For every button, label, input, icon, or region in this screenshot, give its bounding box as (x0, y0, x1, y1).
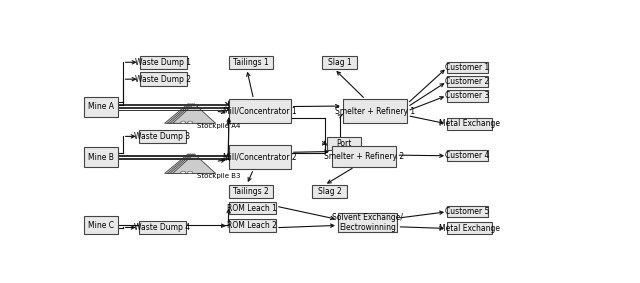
FancyBboxPatch shape (447, 206, 488, 217)
Text: Solvent Exchange/
Electrowinning: Solvent Exchange/ Electrowinning (332, 213, 403, 232)
Text: Waste Dump 2: Waste Dump 2 (135, 75, 191, 84)
FancyBboxPatch shape (229, 219, 276, 232)
Text: ROM Leach 1: ROM Leach 1 (227, 203, 277, 213)
Text: Customer 1: Customer 1 (445, 63, 490, 72)
FancyBboxPatch shape (312, 185, 347, 198)
Text: Customer 2: Customer 2 (445, 77, 490, 86)
FancyBboxPatch shape (327, 137, 361, 150)
FancyBboxPatch shape (140, 72, 187, 86)
Text: Port: Port (336, 139, 351, 148)
FancyBboxPatch shape (229, 99, 291, 123)
Text: Mill/Concentrator 2: Mill/Concentrator 2 (223, 153, 296, 162)
Text: Stockpile A4: Stockpile A4 (197, 123, 241, 129)
FancyBboxPatch shape (229, 56, 273, 69)
Circle shape (188, 171, 193, 173)
Text: Tailings 1: Tailings 1 (233, 58, 269, 67)
Text: Customer 3: Customer 3 (445, 91, 490, 100)
FancyBboxPatch shape (332, 145, 396, 167)
Text: Waste Dump 3: Waste Dump 3 (134, 132, 190, 141)
Text: Mill/Concentrator 1: Mill/Concentrator 1 (223, 107, 296, 116)
FancyBboxPatch shape (140, 56, 187, 69)
Text: Customer 5: Customer 5 (445, 207, 490, 216)
Polygon shape (170, 104, 214, 123)
Circle shape (180, 121, 186, 123)
Text: Slag 2: Slag 2 (317, 187, 341, 196)
Text: Mine C: Mine C (88, 221, 114, 230)
Text: ROM Leach 2: ROM Leach 2 (227, 221, 277, 230)
Text: Waste Dump 1: Waste Dump 1 (135, 58, 191, 67)
FancyBboxPatch shape (229, 145, 291, 169)
Text: Smelter + Refinery 1: Smelter + Refinery 1 (335, 107, 415, 116)
FancyBboxPatch shape (447, 118, 492, 130)
FancyBboxPatch shape (447, 76, 488, 87)
Text: Smelter + Refinery 2: Smelter + Refinery 2 (324, 152, 404, 161)
Polygon shape (170, 154, 214, 173)
Polygon shape (164, 104, 212, 123)
Text: Customer 4: Customer 4 (445, 151, 490, 160)
FancyBboxPatch shape (447, 62, 488, 73)
Text: Tailings 2: Tailings 2 (233, 187, 269, 196)
FancyBboxPatch shape (229, 202, 276, 215)
Text: Metal Exchange: Metal Exchange (439, 224, 500, 233)
Polygon shape (164, 154, 212, 173)
Text: Metal Exchange: Metal Exchange (439, 119, 500, 128)
FancyBboxPatch shape (447, 150, 488, 161)
Text: Waste Dump 4: Waste Dump 4 (134, 223, 190, 232)
FancyBboxPatch shape (229, 185, 273, 198)
Polygon shape (167, 154, 213, 173)
FancyBboxPatch shape (84, 147, 118, 167)
Circle shape (188, 121, 193, 123)
FancyBboxPatch shape (447, 222, 492, 234)
FancyBboxPatch shape (138, 130, 186, 143)
FancyBboxPatch shape (84, 97, 118, 117)
FancyBboxPatch shape (84, 216, 118, 234)
Polygon shape (173, 154, 216, 173)
Text: Slag 1: Slag 1 (328, 58, 351, 67)
FancyBboxPatch shape (343, 99, 408, 123)
FancyBboxPatch shape (138, 221, 186, 234)
FancyBboxPatch shape (322, 56, 356, 69)
Polygon shape (167, 104, 213, 123)
Polygon shape (173, 104, 216, 123)
Text: Mine B: Mine B (88, 153, 114, 162)
FancyBboxPatch shape (338, 213, 397, 232)
Circle shape (180, 171, 186, 173)
Text: Mine A: Mine A (88, 102, 114, 112)
FancyBboxPatch shape (447, 89, 488, 102)
Text: Stockpile B3: Stockpile B3 (197, 173, 241, 179)
